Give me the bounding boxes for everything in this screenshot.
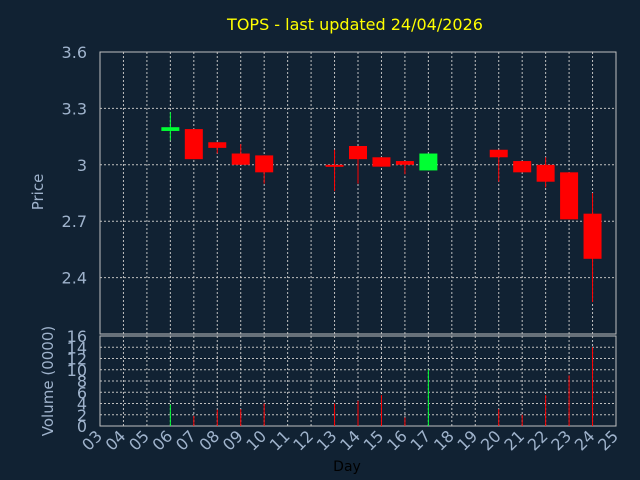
volume-y-tick-label: 2 [77, 406, 87, 425]
chart-title: TOPS - last updated 24/04/2026 [226, 15, 483, 34]
candle-body [489, 149, 508, 158]
price-y-tick-label: 3.3 [62, 99, 87, 118]
candle-20 [489, 149, 508, 182]
volume-axis-label: Volume (0000) [39, 326, 57, 436]
candle-body [513, 161, 532, 173]
candle-body [419, 153, 438, 171]
price-grid [99, 51, 617, 335]
candle-15 [372, 157, 391, 167]
price-y-tick-label: 2.4 [62, 269, 87, 288]
volume-y-tick-label: 6 [77, 383, 87, 402]
candle-body [560, 172, 579, 220]
candle-8 [208, 142, 227, 154]
volume-y-tick-label: 4 [77, 395, 87, 414]
candle-17 [419, 153, 438, 171]
x-tick-labels: 0304050607080910111213141516171819202122… [78, 427, 622, 455]
candle-body [349, 146, 367, 160]
volume-y-tick-label: 8 [77, 372, 87, 391]
candle-23 [560, 172, 579, 220]
candle-body [231, 153, 250, 165]
candle-body [184, 129, 203, 160]
candle-body [325, 164, 344, 167]
candle-7 [184, 129, 203, 160]
candle-16 [395, 161, 414, 175]
candle-21 [513, 161, 532, 173]
candle-6 [161, 112, 180, 141]
price-axis-label: Price [29, 174, 47, 211]
candle-14 [349, 146, 367, 184]
price-y-tick-labels: 3.6 3.3 3 2.7 2.4 [62, 43, 87, 288]
volume-bars [169, 347, 594, 426]
candle-body [208, 142, 227, 148]
candle-body [583, 213, 602, 259]
volume-y-tick-label: 12 [67, 350, 87, 369]
price-y-tick-label: 3.6 [62, 43, 87, 62]
price-candles [161, 112, 602, 303]
candle-body [161, 127, 180, 131]
volume-y-tick-label: 0 [77, 417, 87, 436]
x-tick-label: 25 [594, 427, 622, 455]
price-y-tick-label: 3 [77, 156, 87, 175]
candle-body [395, 161, 414, 165]
candle-body [255, 155, 274, 173]
volume-y-tick-label: 16 [67, 327, 87, 346]
candle-10 [255, 155, 274, 184]
candle-9 [231, 144, 250, 165]
volume-y-tick-label: 10 [67, 361, 87, 380]
volume-y-tick-label: 14 [67, 338, 87, 357]
candle-13 [325, 149, 344, 192]
x-axis-label: Day [333, 459, 361, 475]
candle-body [536, 164, 555, 182]
candle-22 [536, 157, 555, 188]
price-y-tick-label: 2.7 [62, 212, 87, 231]
candle-body [372, 157, 391, 167]
candle-24 [583, 193, 602, 303]
